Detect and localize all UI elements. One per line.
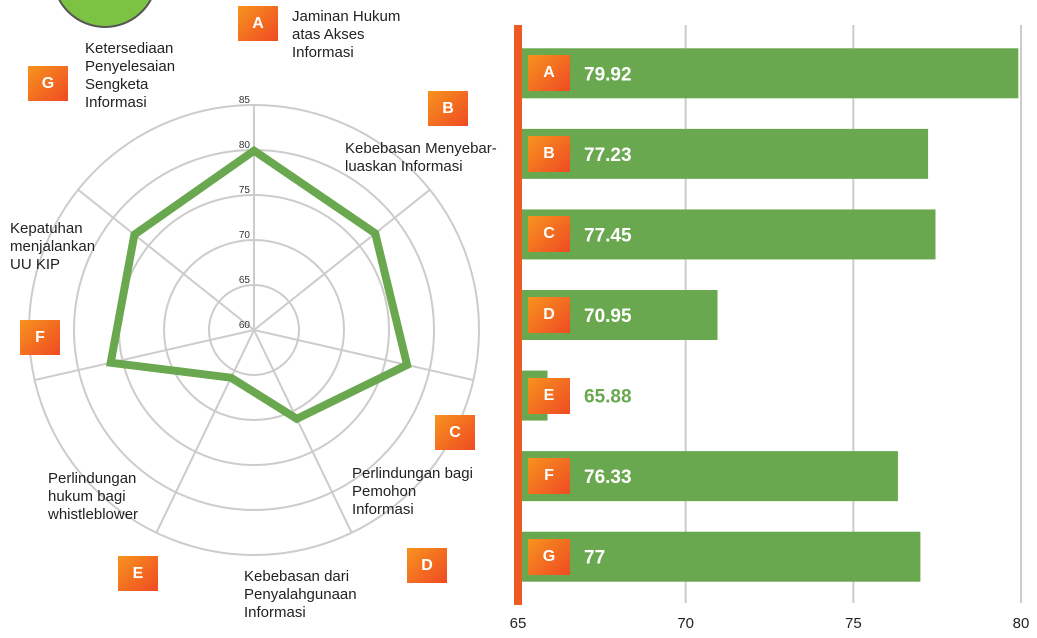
x-tick-label: 75: [845, 615, 862, 632]
spoke: [253, 188, 431, 331]
category-label: Perlindungan hukum bagi whistleblower: [48, 470, 139, 523]
bar-badge: A: [528, 55, 570, 92]
r-tick-label: 85: [239, 95, 251, 106]
bar-badge: F: [528, 458, 570, 495]
bar-badge: E: [528, 377, 570, 414]
category-label: Kepatuhan menjalankan UU KIP: [10, 220, 96, 273]
x-tick-label: 70: [677, 615, 694, 632]
category-label: Ketersediaan Penyelesaian Sengketa Infor…: [85, 40, 176, 111]
r-tick-label: 70: [239, 230, 251, 241]
r-tick-label: 65: [239, 275, 251, 286]
value-label: 77: [584, 548, 605, 569]
bar-badge: G: [528, 538, 570, 575]
logo: [58, 0, 152, 28]
x-tick-label: 80: [1013, 615, 1030, 632]
value-label: 65.88: [584, 387, 632, 408]
bar-badge: C: [528, 216, 570, 253]
category-label: Jaminan Hukum atas Akses Informasi: [292, 8, 401, 61]
category-badge: G: [28, 66, 68, 101]
value-label: 76.33: [584, 467, 632, 488]
category-badge: E: [118, 556, 158, 591]
category-label: Kebebasan dari Penyalahgunaan Informasi: [244, 568, 357, 621]
r-tick-label: 75: [239, 185, 251, 196]
category-label: Kebebasan Menyebar-luaskan Informasi: [345, 140, 497, 175]
spoke: [34, 329, 255, 382]
radar-line: [105, 145, 412, 424]
spoke: [77, 188, 255, 331]
spoke: [253, 329, 474, 382]
bar: [518, 531, 921, 582]
bar: [518, 128, 929, 179]
bar: [518, 451, 898, 502]
r-tick-label: 60: [239, 320, 251, 331]
value-label: 70.95: [584, 306, 632, 327]
x-tick-label: 65: [510, 615, 527, 632]
category-badge: F: [20, 320, 60, 355]
r-tick-label: 80: [239, 140, 251, 151]
spoke: [253, 329, 353, 534]
category-badge: C: [435, 415, 475, 450]
category-badge: B: [428, 91, 468, 126]
category-label: Perlindungan bagi Pemohon Informasi: [352, 465, 473, 518]
bar-badge: D: [528, 297, 570, 333]
value-label: 79.92: [584, 64, 632, 85]
bar: [518, 209, 936, 260]
bar-badge: B: [528, 135, 570, 172]
bar: [518, 48, 1019, 99]
spoke: [155, 329, 255, 534]
category-badge: A: [238, 6, 278, 41]
value-label: 77.45: [584, 225, 632, 246]
category-badge: D: [407, 548, 447, 583]
value-label: 77.23: [584, 145, 632, 166]
